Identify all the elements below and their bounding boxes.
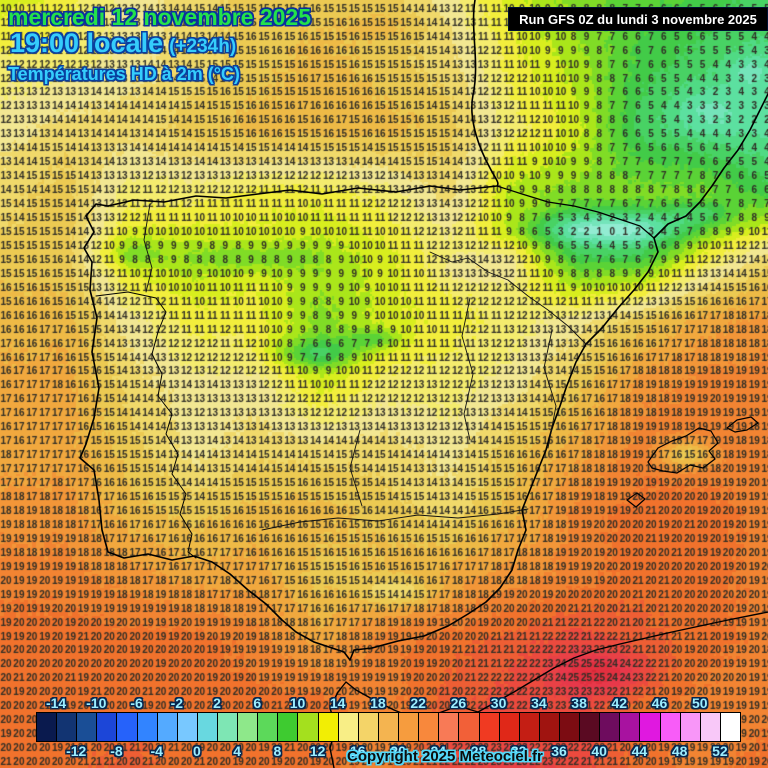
temperature-colorbar [36,712,741,742]
forecast-offset-text: (+234h) [169,36,237,57]
colorbar-cell [317,712,339,742]
colorbar-cell [116,712,138,742]
colorbar-tick-label: 18 [370,695,386,711]
colorbar-cell [56,712,78,742]
colorbar-cell [377,712,400,742]
colorbar-tick-label: 36 [551,743,567,759]
colorbar-cell [418,712,440,742]
colorbar-cell [217,712,239,742]
colorbar-cell [518,712,540,742]
colorbar-cell [76,712,98,742]
colorbar-cell [558,712,581,742]
map-product-label: Températures HD à 2m (°C) [8,64,240,84]
colorbar-cell [659,712,681,742]
model-run-banner: Run GFS 0Z du lundi 3 novembre 2025 [508,7,768,31]
colorbar-cell [237,712,259,742]
colorbar-cell [36,712,58,742]
colorbar-cell [699,712,721,742]
colorbar-tick-label: 50 [692,695,708,711]
colorbar-tick-label: 20 [390,743,406,759]
colorbar-tick-label: -8 [110,743,123,759]
copyright-label: Copyright 2025 Meteociel.fr [347,748,543,765]
colorbar-tick-label: 38 [571,695,587,711]
colorbar-tick-label: 46 [651,695,668,711]
colorbar-tick-label: 10 [289,695,306,711]
colorbar-tick-label: 16 [350,743,366,759]
colorbar-tick-label: -12 [66,743,87,759]
colorbar-cell [357,712,379,742]
colorbar-tick-label: 6 [253,695,262,711]
colorbar-cell [719,712,741,742]
colorbar-tick-label: -2 [170,695,184,711]
colorbar-cell [176,712,198,742]
colorbar-tick-label: 24 [430,743,447,759]
colorbar-cell [458,712,480,742]
colorbar-tick-label: 2 [213,695,221,711]
colorbar-tick-label: -10 [86,695,107,711]
colorbar-cell [136,712,158,742]
colorbar-cell [398,712,420,742]
colorbar-tick-label: -6 [130,695,143,711]
colorbar-tick-label: 34 [531,695,547,711]
colorbar-tick-label: 14 [329,695,346,711]
colorbar-cell [297,712,319,742]
colorbar-tick-label: -4 [150,743,163,759]
colorbar-cell [538,712,560,742]
colorbar-tick-label: 0 [192,743,201,759]
colorbar-cell [156,712,178,742]
colorbar-tick-label: 28 [470,743,487,759]
map-time-label: 19:00 locale (+234h) [10,28,236,59]
colorbar-cell [337,712,359,742]
colorbar-cell [478,712,500,742]
colorbar-cell [639,712,661,742]
colorbar-tick-label: 22 [410,695,426,711]
colorbar-tick-label: 44 [631,743,648,759]
local-time-text: 19:00 locale [10,28,164,58]
colorbar-tick-label: -14 [45,695,67,711]
colorbar-cell [498,712,520,742]
colorbar-cell [277,712,299,742]
colorbar-cell [619,712,641,742]
colorbar-cell [96,712,118,742]
colorbar-cell [579,712,601,742]
colorbar-tick-label: 26 [450,695,467,711]
colorbar-tick-label: 30 [490,695,507,711]
colorbar-tick-label: 52 [712,743,728,759]
colorbar-cell [196,712,219,742]
colorbar-cell [257,712,279,742]
colorbar-cell [679,712,701,742]
colorbar-tick-label: 48 [671,743,688,759]
colorbar-tick-label: 12 [309,743,326,759]
colorbar-tick-label: 8 [273,743,282,759]
colorbar-tick-label: 40 [591,743,607,759]
colorbar-tick-label: 42 [611,695,628,711]
colorbar-cell [599,712,621,742]
colorbar-cell [438,712,460,742]
model-run-text: Run GFS 0Z du lundi 3 novembre 2025 [519,11,757,27]
colorbar-tick-label: 32 [510,743,527,759]
colorbar-tick-label: 4 [233,743,241,759]
map-date-label: mercredi 12 novembre 2025 [8,4,312,30]
